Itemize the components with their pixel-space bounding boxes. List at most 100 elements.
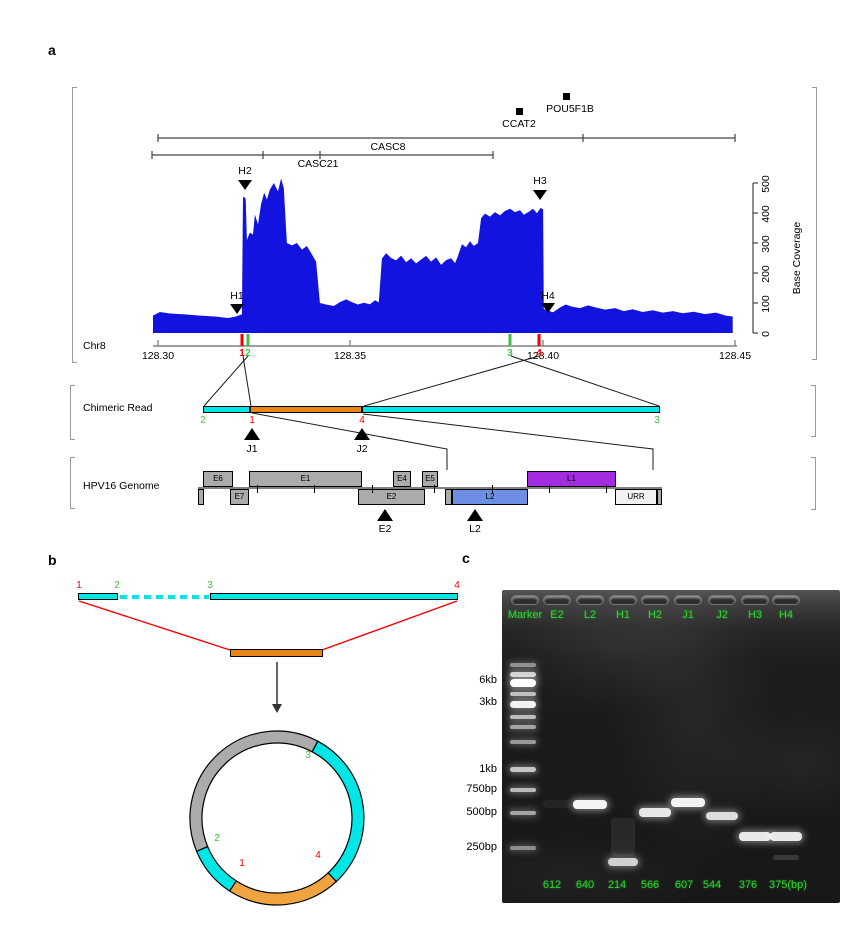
chr8-track-label: Chr8 <box>83 340 106 352</box>
hpv-scale-tick <box>372 485 373 493</box>
fold-red-line <box>78 600 231 651</box>
ladder-band <box>510 725 536 729</box>
chimeric-segment-0 <box>203 406 250 413</box>
hpv-scale-tick <box>434 485 435 493</box>
lane-label-h3: H3 <box>747 609 763 621</box>
hpv-break-arrow-e2 <box>377 509 393 521</box>
gene-square-ccat2 <box>516 108 523 115</box>
gel-band <box>770 832 802 841</box>
breakpoint-tick-2 <box>246 334 250 346</box>
hpv-scale-tick <box>257 485 258 493</box>
h-marker-label-h2: H2 <box>238 165 252 177</box>
ladder-size-label-6kb: 6kb <box>479 674 497 686</box>
h-marker-label-h4: H4 <box>541 290 555 302</box>
junction-label-j1: J1 <box>246 443 258 455</box>
h-marker-label-h3: H3 <box>533 175 547 187</box>
gel-image <box>502 590 840 903</box>
row-bracket-right-5 <box>811 457 816 510</box>
gel-faint-band <box>543 800 571 808</box>
product-size-label-376: 376 <box>738 879 758 891</box>
y-axis-tick-label: 100 <box>760 295 772 313</box>
ladder-band <box>510 767 536 772</box>
row-bracket-left-0 <box>72 87 77 363</box>
junction-arrow-j1 <box>244 428 260 440</box>
circle-junction-label-4: 4 <box>315 850 321 861</box>
gene-label-pou5f1b: POU5F1B <box>546 103 594 115</box>
h-marker-label-h1: H1 <box>230 290 244 302</box>
product-size-label-375bp: 375(bp) <box>769 879 807 891</box>
linear-end-label-2: 2 <box>114 580 120 591</box>
ladder-band <box>510 715 536 719</box>
read-bar-0 <box>78 593 118 600</box>
gene-label-ccat2: CCAT2 <box>502 118 536 130</box>
hpv-box-cap <box>445 489 452 505</box>
ladder-band <box>510 692 536 696</box>
breakpoint-label-1: 1 <box>239 348 245 359</box>
row-bracket-left-4 <box>70 457 75 509</box>
product-size-label-566: 566 <box>640 879 660 891</box>
hpv-break-label-l2: L2 <box>469 523 481 535</box>
hpv-scale-tick <box>314 485 315 493</box>
lane-label-h2: H2 <box>647 609 663 621</box>
gene-square-pou5f1b <box>563 93 570 100</box>
ladder-band <box>510 672 536 677</box>
base-coverage-axis-label: Base Coverage <box>791 221 803 295</box>
hpv-break-arrow-l2 <box>467 509 483 521</box>
circle-segment-3 <box>195 845 238 892</box>
junction-label-j2: J2 <box>356 443 368 455</box>
gel-band <box>608 858 638 866</box>
circle-junction-label-2: 2 <box>214 833 220 844</box>
product-size-label-640: 640 <box>575 879 595 891</box>
gel-well-h4 <box>772 595 800 605</box>
product-size-label-214: 214 <box>607 879 627 891</box>
coverage-area <box>153 178 733 333</box>
h-marker-arrow-h3 <box>533 190 547 200</box>
gel-faint-band <box>611 818 635 856</box>
hpv-box-e6: E6 <box>203 471 233 487</box>
row-bracket-left-2 <box>70 385 75 440</box>
row-bracket-right-1 <box>812 87 817 360</box>
gel-faint-band <box>773 855 799 860</box>
gel-band <box>573 800 607 809</box>
hpv-box-cap <box>198 489 204 505</box>
hpv-break-label-e2: E2 <box>378 523 392 535</box>
breakpoint-label-3: 3 <box>507 348 513 359</box>
x-axis-tick-label: 128.30 <box>141 350 175 362</box>
breakpoint-tick-3 <box>508 334 512 346</box>
ladder-band <box>510 740 536 744</box>
y-axis-tick-label: 200 <box>760 265 772 283</box>
ladder-size-label-1kb: 1kb <box>479 763 497 775</box>
junction-arrow-j2 <box>354 428 370 440</box>
h-marker-arrow-h1 <box>230 304 244 314</box>
x-axis-tick-label: 128.40 <box>526 350 560 362</box>
hpv-box-e2: E2 <box>358 489 425 505</box>
chimeric-end-label-2: 2 <box>200 415 206 426</box>
ladder-size-label-250bp: 250bp <box>466 841 497 853</box>
connector-line <box>242 355 252 407</box>
gel-well-j2 <box>708 595 736 605</box>
circle-junction-label-1: 1 <box>239 858 245 869</box>
gel-well-j1 <box>674 595 702 605</box>
gel-band <box>671 798 705 807</box>
gel-well-h1 <box>609 595 637 605</box>
hpv-box-e4: E4 <box>393 471 411 487</box>
casc21-gene-label: CASC21 <box>297 158 339 170</box>
chimeric-end-label-4: 4 <box>359 415 365 426</box>
ladder-size-label-750bp: 750bp <box>466 783 497 795</box>
lane-label-j1: J1 <box>682 609 694 621</box>
gel-well-h2 <box>641 595 669 605</box>
product-size-label-544: 544 <box>702 879 722 891</box>
chimeric-end-label-3: 3 <box>654 415 660 426</box>
gel-band <box>706 812 738 820</box>
chimeric-read-track-label: Chimeric Read <box>83 402 153 414</box>
y-axis-tick-label: 0 <box>760 331 772 337</box>
y-axis-tick-label: 500 <box>760 175 772 193</box>
lane-label-h1: H1 <box>615 609 631 621</box>
lane-label-h4: H4 <box>778 609 794 621</box>
hpv-box-urr: URR <box>615 489 657 505</box>
gel-well-h3 <box>741 595 769 605</box>
gel-band <box>739 832 771 841</box>
product-size-label-612: 612 <box>542 879 562 891</box>
hpv-box-l1: L1 <box>527 471 616 487</box>
ladder-band <box>510 846 536 850</box>
